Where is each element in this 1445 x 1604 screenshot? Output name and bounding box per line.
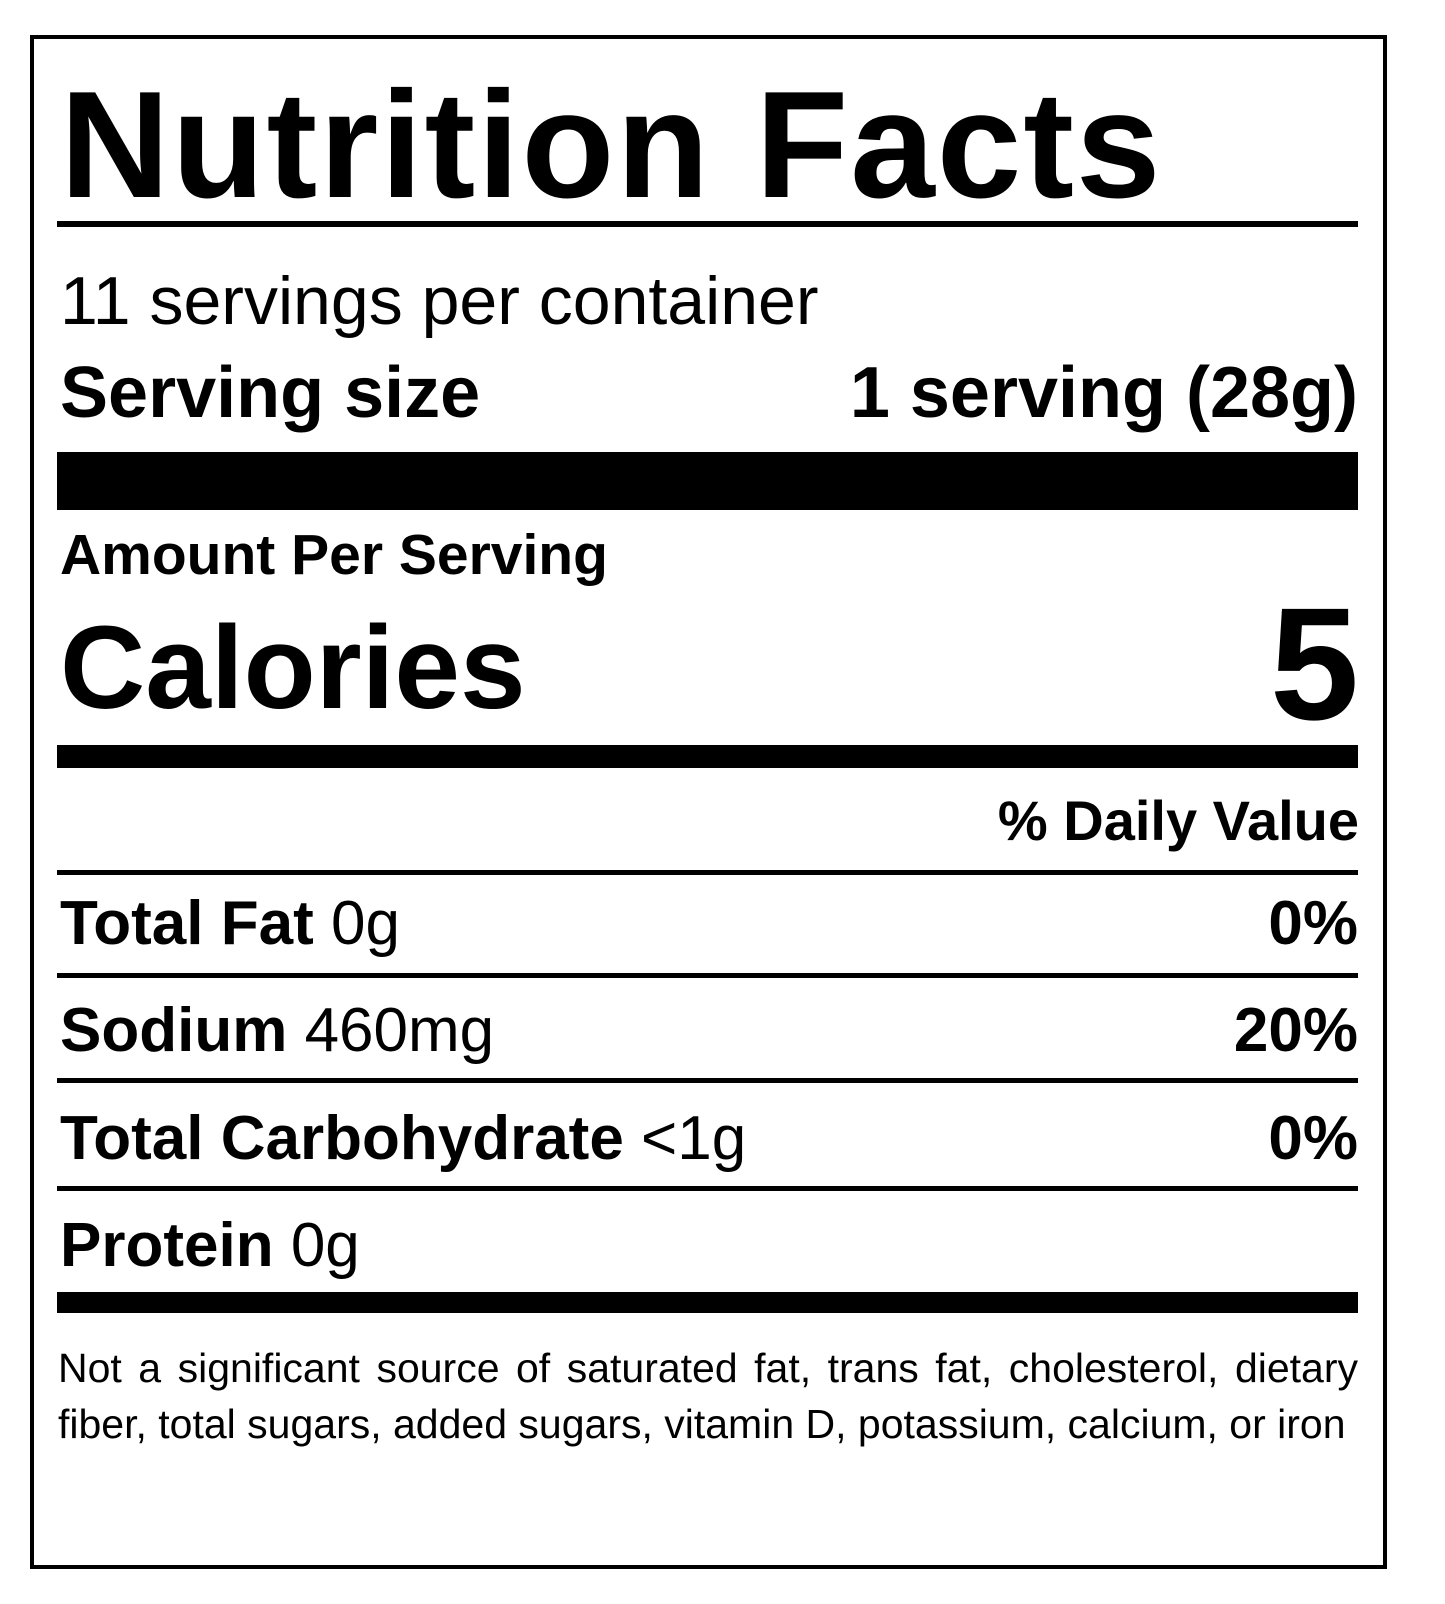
nutrient-dv: 0% — [1268, 889, 1358, 958]
divider — [57, 1078, 1358, 1083]
serving-size: Serving size 1 serving (28g) — [60, 352, 1358, 434]
servings-per-container: 11 servings per container — [60, 263, 819, 339]
nutrient-name: Sodium — [60, 996, 288, 1065]
nutrient-dv: 0% — [1268, 1104, 1358, 1173]
label-title: Nutrition Facts — [60, 60, 1163, 230]
nutrient-name: Total Fat — [60, 889, 314, 958]
nutrition-label-border — [30, 35, 1387, 1569]
nutrient-amount: 0g — [290, 1211, 360, 1280]
nutrient-row-total-fat: Total Fat 0g 0% — [60, 888, 1358, 959]
serving-size-label: Serving size — [60, 353, 481, 433]
divider — [57, 870, 1358, 875]
amount-per-serving: Amount Per Serving — [60, 523, 608, 587]
calories-value: 5 — [1270, 574, 1359, 753]
daily-value-header: % Daily Value — [997, 789, 1359, 852]
nutrient-dv: 20% — [1233, 996, 1358, 1065]
medium-divider — [57, 1292, 1358, 1313]
nutrient-amount: 0g — [330, 889, 400, 958]
nutrient-amount: <1g — [641, 1104, 747, 1173]
nutrient-name: Total Carbohydrate — [60, 1104, 624, 1173]
divider — [57, 973, 1358, 978]
thick-divider — [57, 452, 1358, 510]
serving-size-value: 1 serving (28g) — [849, 353, 1358, 433]
divider — [57, 221, 1358, 227]
nutrient-name: Protein — [60, 1211, 274, 1280]
nutrient-row-sodium: Sodium 460mg 20% — [60, 995, 1358, 1066]
footnote: Not a significant source of saturated fa… — [58, 1345, 1358, 1447]
nutrient-row-total-carbohydrate: Total Carbohydrate <1g 0% — [60, 1103, 1358, 1174]
medium-divider — [57, 745, 1358, 768]
divider — [57, 1186, 1358, 1191]
nutrient-amount: 460mg — [304, 996, 495, 1065]
nutrient-row-protein: Protein 0g — [60, 1210, 1358, 1281]
calories-label: Calories — [60, 602, 526, 734]
